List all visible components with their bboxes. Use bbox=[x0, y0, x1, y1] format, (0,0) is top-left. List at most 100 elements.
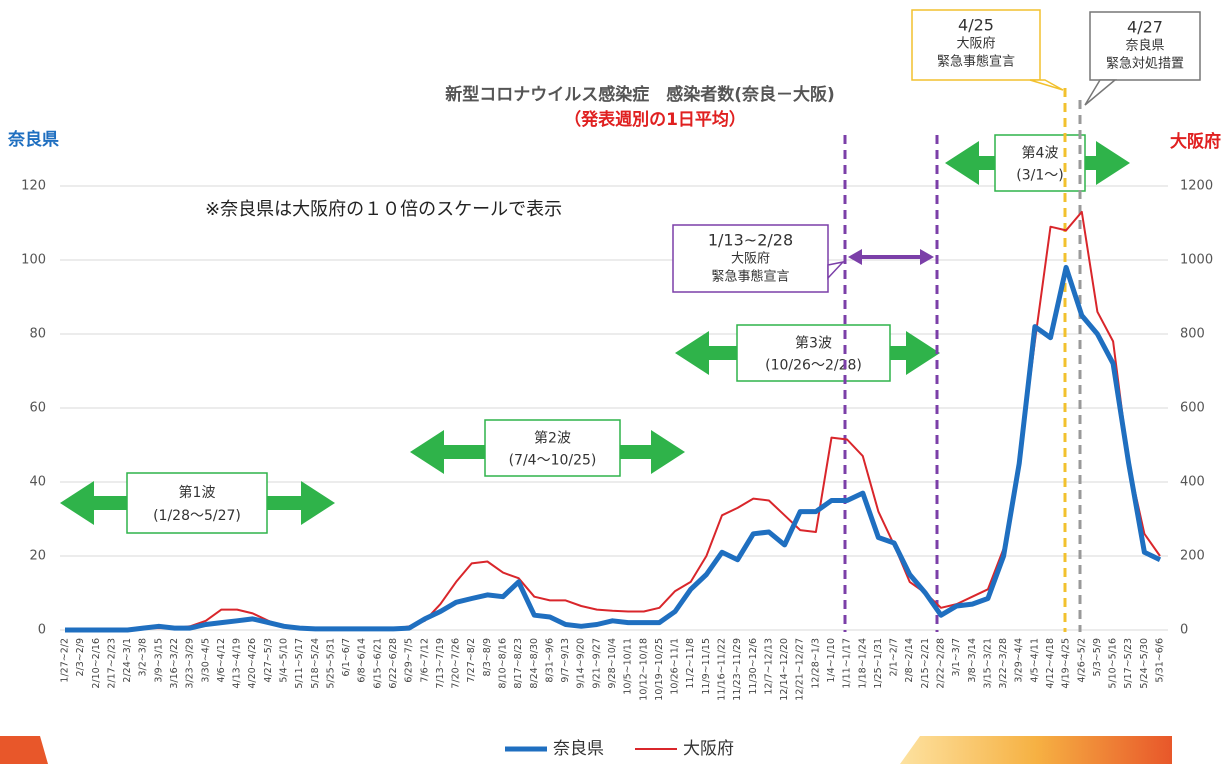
x-tick-label: 8/24~8/30 bbox=[529, 638, 540, 689]
x-tick-label: 11/9~11/15 bbox=[701, 638, 712, 695]
x-tick-label: 4/20~4/26 bbox=[247, 638, 258, 689]
y2-axis-title: 大阪府 bbox=[1170, 131, 1221, 152]
y2-tick-label: 800 bbox=[1180, 327, 1205, 342]
wave-period: (10/26～2/28) bbox=[765, 357, 862, 373]
x-tick-label: 5/17~5/23 bbox=[1123, 638, 1134, 689]
x-tick-label: 2/17~2/23 bbox=[106, 638, 117, 689]
y-axis-title: 奈良県 bbox=[7, 129, 59, 150]
callout-text: 大阪府 bbox=[956, 37, 995, 52]
x-tick-label: 2/24~3/1 bbox=[122, 638, 133, 683]
x-tick-label: 10/26~11/1 bbox=[670, 638, 681, 695]
x-tick-label: 6/29~7/5 bbox=[404, 638, 415, 683]
x-tick-label: 3/9~3/15 bbox=[153, 638, 164, 683]
x-tick-label: 3/15~3/21 bbox=[982, 638, 993, 689]
wave-name: 第3波 bbox=[795, 334, 832, 351]
wave-period: (7/4～10/25) bbox=[509, 452, 597, 468]
y-tick-label: 80 bbox=[29, 327, 46, 342]
period-arrow-head bbox=[920, 249, 934, 265]
callout-text: 奈良県 bbox=[1125, 38, 1164, 54]
y2-tick-label: 200 bbox=[1180, 549, 1205, 564]
x-tick-label: 5/4~5/10 bbox=[279, 638, 290, 683]
y-tick-label: 0 bbox=[38, 623, 46, 638]
x-tick-label: 3/1~3/7 bbox=[951, 638, 962, 677]
y2-tick-label: 0 bbox=[1180, 623, 1188, 638]
x-tick-label: 3/22~3/28 bbox=[998, 638, 1009, 689]
x-tick-label: 9/14~9/20 bbox=[576, 638, 587, 689]
callout-box bbox=[672, 224, 829, 293]
x-tick-label: 11/30~12/6 bbox=[748, 638, 759, 695]
wave-box bbox=[126, 472, 268, 534]
callout-text: 1/13~2/28 bbox=[708, 231, 793, 250]
x-tick-label: 7/20~7/26 bbox=[451, 638, 462, 689]
wave-name: 第2波 bbox=[534, 429, 571, 446]
legend-label: 奈良県 bbox=[553, 739, 604, 759]
y2-tick-label: 1200 bbox=[1180, 179, 1213, 194]
x-tick-label: 3/2~3/8 bbox=[138, 638, 149, 677]
x-tick-label: 5/25~5/31 bbox=[325, 638, 336, 689]
y2-tick-label: 600 bbox=[1180, 401, 1205, 416]
x-tick-label: 5/24~5/30 bbox=[1139, 638, 1150, 689]
x-tick-label: 11/2~11/8 bbox=[685, 638, 696, 689]
wave-name: 第1波 bbox=[179, 484, 216, 501]
background bbox=[0, 736, 1172, 764]
wave-period: (3/1～) bbox=[1016, 167, 1063, 183]
x-tick-label: 3/8~3/14 bbox=[967, 638, 978, 683]
x-tick-label: 3/29~4/4 bbox=[1014, 638, 1025, 683]
y-tick-label: 100 bbox=[21, 253, 46, 268]
x-tick-label: 8/17~8/23 bbox=[513, 638, 524, 689]
x-tick-label: 9/7~9/13 bbox=[560, 638, 571, 683]
x-tick-label: 6/8~6/14 bbox=[357, 638, 368, 683]
x-tick-label: 1/25~1/31 bbox=[873, 638, 884, 689]
x-tick-label: 6/22~6/28 bbox=[388, 638, 399, 689]
series-line bbox=[65, 210, 1161, 631]
x-tick-label: 11/23~11/29 bbox=[732, 638, 743, 701]
x-tick-label: 9/28~10/4 bbox=[607, 638, 618, 689]
legend-label: 大阪府 bbox=[683, 739, 734, 759]
x-tick-label: 4/27~5/3 bbox=[263, 638, 274, 683]
x-tick-label: 3/30~4/5 bbox=[200, 638, 211, 683]
y-tick-label: 20 bbox=[29, 549, 46, 564]
callout-text: 大阪府 bbox=[731, 252, 770, 267]
y2-tick-label: 400 bbox=[1180, 475, 1205, 490]
x-tick-label: 9/21~9/27 bbox=[591, 638, 602, 689]
x-tick-label: 2/3~2/9 bbox=[75, 638, 86, 677]
x-tick-label: 2/8~2/14 bbox=[904, 638, 915, 683]
series-line bbox=[65, 264, 1162, 633]
x-tick-label: 6/1~6/7 bbox=[341, 638, 352, 677]
x-tick-label: 8/31~9/6 bbox=[544, 638, 555, 683]
x-tick-label: 4/19~4/25 bbox=[1061, 638, 1072, 689]
x-tick-label: 12/21~12/27 bbox=[795, 638, 806, 701]
x-tick-label: 1/11~1/17 bbox=[842, 638, 853, 689]
wave-name: 第4波 bbox=[1022, 144, 1059, 161]
x-tick-label: 6/15~6/21 bbox=[372, 638, 383, 689]
x-tick-label: 8/10~8/16 bbox=[498, 638, 509, 689]
x-tick-label: 10/19~10/25 bbox=[654, 638, 665, 701]
y-tick-label: 120 bbox=[21, 179, 46, 194]
x-tick-label: 5/11~5/17 bbox=[294, 638, 305, 689]
callout-box bbox=[1089, 11, 1201, 81]
wave-box bbox=[736, 324, 891, 382]
x-tick-label: 4/13~4/19 bbox=[232, 638, 243, 689]
x-tick-label: 5/3~5/9 bbox=[1092, 638, 1103, 677]
x-tick-label: 1/18~1/24 bbox=[857, 638, 868, 689]
chart-subtitle: （発表週別の1日平均） bbox=[564, 109, 746, 130]
callout-text: 4/25 bbox=[958, 16, 994, 35]
x-tick-label: 4/26~5/2 bbox=[1076, 638, 1087, 683]
callout-pointer bbox=[827, 260, 846, 280]
x-tick-label: 1/27~2/2 bbox=[60, 638, 71, 683]
callout-text: 緊急事態宣言 bbox=[711, 269, 789, 285]
x-tick-label: 7/13~7/19 bbox=[435, 638, 446, 689]
x-tick-label: 2/22~2/28 bbox=[936, 638, 947, 689]
y2-tick-label: 1000 bbox=[1180, 253, 1213, 268]
x-tick-label: 7/27~8/2 bbox=[466, 638, 477, 683]
x-tick-label: 7/6~7/12 bbox=[419, 638, 430, 683]
x-tick-label: 5/10~5/16 bbox=[1108, 638, 1119, 689]
x-tick-label: 5/18~5/24 bbox=[310, 638, 321, 689]
x-tick-label: 3/16~3/22 bbox=[169, 638, 180, 689]
x-tick-label: 4/5~4/11 bbox=[1029, 638, 1040, 683]
callout-pointer bbox=[1029, 79, 1064, 91]
x-tick-label: 1/4~1/10 bbox=[826, 638, 837, 683]
callout-text: 緊急事態宣言 bbox=[937, 54, 1015, 70]
x-tick-label: 2/15~2/21 bbox=[920, 638, 931, 689]
